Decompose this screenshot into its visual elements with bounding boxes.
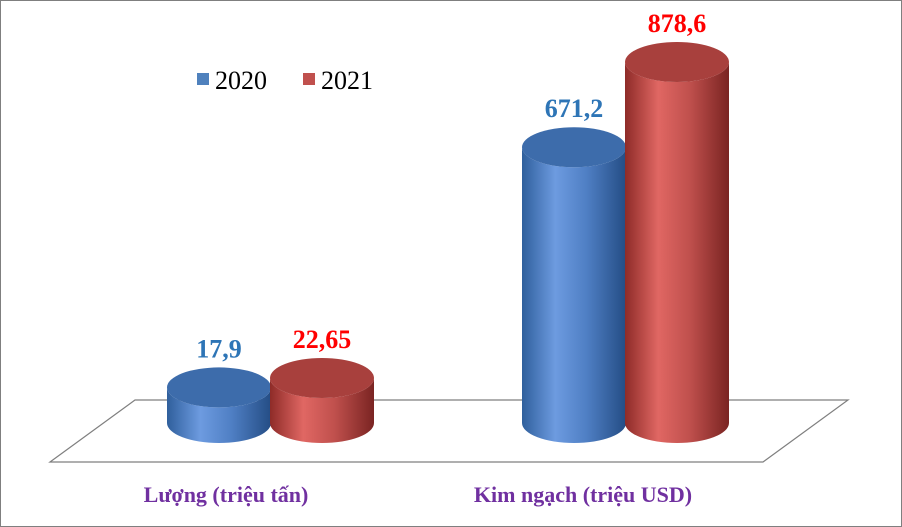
category-label-kim-ngach: Kim ngạch (triệu USD) xyxy=(474,482,692,507)
legend-swatch-2020 xyxy=(197,73,209,85)
bar-2021-luong xyxy=(270,358,374,443)
bars-group xyxy=(167,42,729,443)
bar-body xyxy=(167,387,271,443)
value-label-2020-kim-ngach: 671,2 xyxy=(545,94,604,123)
bar-2020-luong xyxy=(167,367,271,443)
bar-top xyxy=(270,358,374,398)
legend-label-2021: 2021 xyxy=(321,66,373,95)
value-labels-group: 17,9 22,65 671,2 878,6 xyxy=(196,9,706,363)
bar-top xyxy=(167,367,271,408)
legend-swatch-2021 xyxy=(303,73,315,85)
legend-label-2020: 2020 xyxy=(215,66,267,95)
bar-2020-kim-ngach xyxy=(522,127,626,443)
value-label-2021-kim-ngach: 878,6 xyxy=(648,9,707,38)
bar-top xyxy=(625,42,729,82)
value-label-2021-luong: 22,65 xyxy=(293,325,352,354)
bar-top xyxy=(522,127,626,168)
category-label-luong: Lượng (triệu tấn) xyxy=(144,482,309,507)
legend: 2020 2021 xyxy=(197,66,373,95)
bar-body xyxy=(270,378,374,443)
bar-2021-kim-ngach xyxy=(625,42,729,443)
value-label-2020-luong: 17,9 xyxy=(196,334,242,363)
bar-body xyxy=(625,62,729,443)
bar-body xyxy=(522,147,626,443)
